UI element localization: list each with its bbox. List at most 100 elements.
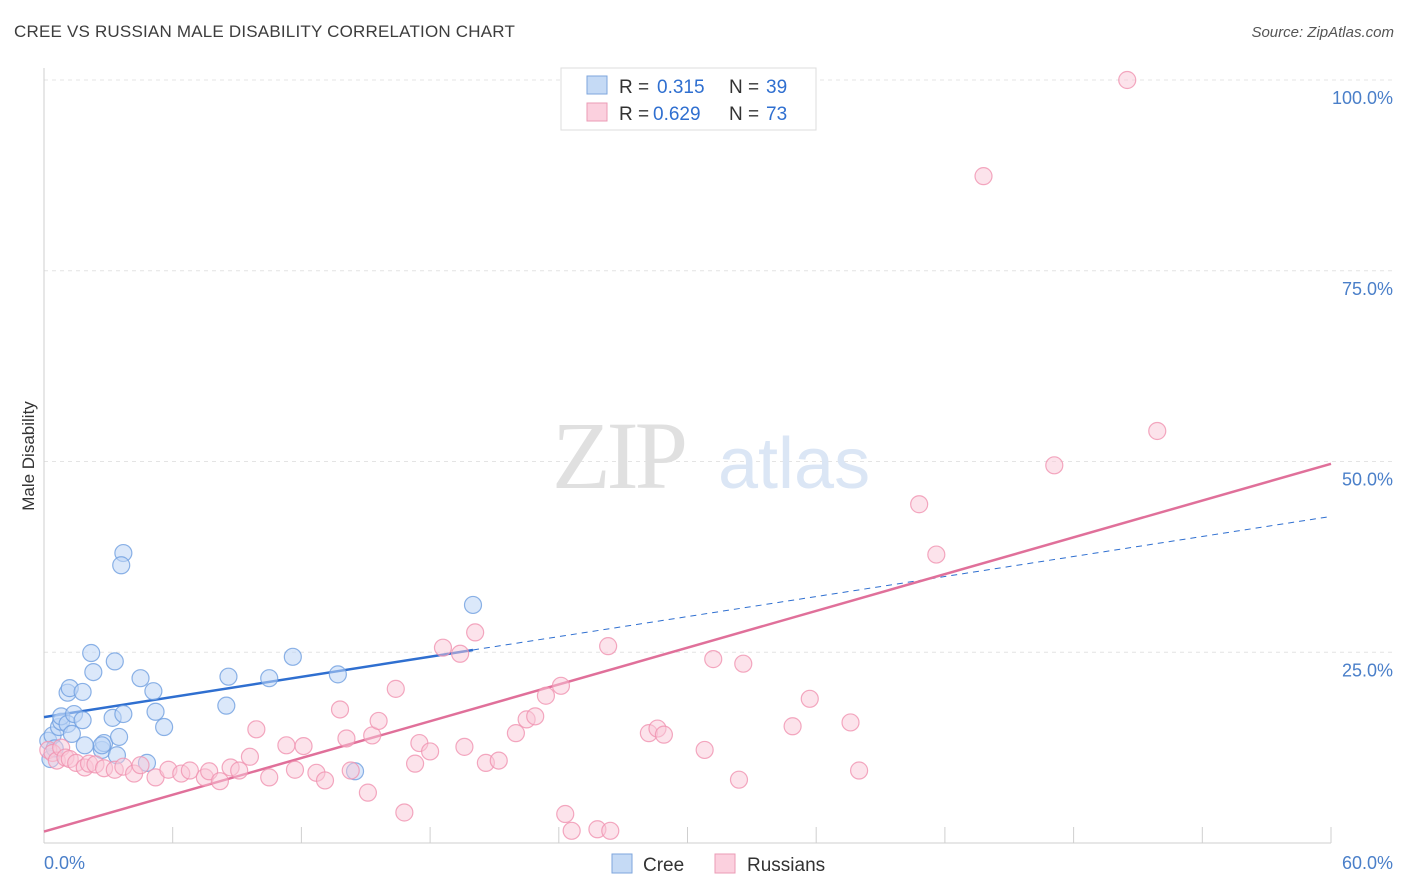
chart-title: CREE VS RUSSIAN MALE DISABILITY CORRELAT… — [14, 22, 516, 41]
point-russians-65 — [734, 654, 753, 673]
point-russians-32 — [330, 700, 350, 719]
legend-n-value-cree: 39 — [766, 77, 787, 98]
y-tick-label-100: 100.0% — [1332, 88, 1393, 108]
y-tick-label-50: 50.0% — [1342, 470, 1393, 490]
legend-swatch-russians — [586, 102, 608, 122]
point-cree-14 — [75, 736, 94, 755]
point-russians-74 — [1118, 70, 1137, 90]
point-russians-29 — [294, 736, 313, 756]
point-cree-36 — [463, 595, 483, 615]
bottom-legend-swatch-russians — [714, 853, 736, 874]
point-cree-10 — [62, 724, 81, 743]
bottom-legend-label-russians: Russians — [747, 855, 825, 876]
point-russians-62 — [695, 740, 714, 760]
point-russians-58 — [599, 637, 618, 656]
point-russians-72 — [1045, 456, 1064, 475]
point-russians-49 — [506, 724, 526, 743]
legend-n-label-cree: N = — [729, 77, 759, 98]
point-cree-15 — [82, 643, 101, 663]
point-russians-45 — [455, 737, 474, 756]
point-cree-22 — [109, 727, 129, 747]
source-note: Source: ZipAtlas.com — [1251, 24, 1394, 41]
point-russians-57 — [601, 821, 620, 840]
y-tick-label-25: 25.0% — [1342, 660, 1393, 680]
legend-r-value-cree: 0.315 — [657, 77, 705, 98]
x-tick-label-min: 0.0% — [44, 853, 85, 873]
point-russians-51 — [526, 707, 545, 726]
trend-line-cree — [43, 648, 474, 719]
data-points — [39, 70, 1167, 840]
point-russians-26 — [260, 768, 279, 787]
point-russians-48 — [489, 751, 508, 770]
point-cree-30 — [217, 696, 236, 715]
point-cree-20 — [105, 652, 124, 671]
y-tick-labels: 25.0% 50.0% 75.0% 100.0% — [1332, 88, 1393, 680]
point-russians-73 — [910, 495, 929, 514]
x-tick-label-max: 60.0% — [1342, 853, 1393, 873]
point-russians-31 — [315, 771, 335, 790]
point-cree-37 — [112, 556, 131, 575]
point-russians-70 — [927, 545, 946, 564]
trend-line-cree-extrapolated — [472, 515, 1332, 651]
trend-lines — [43, 462, 1332, 833]
point-russians-67 — [800, 689, 819, 708]
point-russians-27 — [277, 736, 296, 755]
point-russians-42 — [421, 742, 440, 761]
point-cree-29 — [155, 717, 174, 737]
point-russians-21 — [210, 772, 229, 791]
axes — [43, 68, 1332, 844]
legend-swatch-cree — [586, 75, 608, 95]
point-russians-23 — [230, 761, 249, 780]
point-russians-38 — [386, 679, 405, 698]
point-cree-38 — [92, 736, 112, 755]
legend-r-label-cree: R = — [619, 77, 649, 98]
point-cree-32 — [260, 669, 279, 688]
top-legend: R = 0.315 N = 39 R = 0.629 N = 73 — [560, 67, 817, 131]
point-russians-53 — [551, 676, 571, 695]
trend-line-russians — [43, 462, 1332, 833]
point-russians-35 — [358, 783, 377, 802]
point-russians-33 — [337, 729, 356, 748]
point-cree-25 — [131, 669, 150, 688]
point-cree-24 — [114, 704, 133, 724]
legend-r-value-russians: 0.629 — [653, 104, 701, 125]
point-cree-27 — [144, 682, 163, 701]
point-russians-39 — [395, 803, 414, 822]
point-russians-63 — [704, 650, 723, 669]
y-tick-label-75: 75.0% — [1342, 279, 1393, 299]
point-russians-69 — [849, 761, 869, 780]
point-cree-16 — [84, 662, 103, 682]
bottom-legend-swatch-cree — [611, 853, 633, 874]
bottom-legend: Cree Russians — [611, 853, 825, 876]
point-russians-37 — [369, 711, 388, 731]
legend-n-label-russians: N = — [729, 104, 759, 125]
point-russians-52 — [536, 686, 556, 705]
y-axis-label: Male Disability — [19, 401, 38, 511]
point-russians-34 — [341, 761, 360, 780]
point-russians-14 — [131, 756, 150, 775]
point-russians-71 — [974, 167, 993, 186]
point-russians-28 — [285, 760, 305, 779]
point-russians-75 — [1148, 421, 1167, 441]
point-russians-66 — [783, 717, 802, 736]
point-cree-13 — [73, 711, 92, 730]
point-russians-61 — [654, 725, 674, 744]
point-russians-25 — [247, 720, 266, 739]
legend-r-label-russians: R = — [619, 104, 649, 125]
point-russians-18 — [180, 761, 199, 780]
bottom-legend-label-cree: Cree — [643, 855, 684, 876]
watermark: ZIP atlas — [552, 402, 870, 509]
point-russians-54 — [556, 804, 575, 824]
watermark-zip: ZIP — [552, 402, 685, 509]
point-russians-43 — [433, 638, 453, 657]
watermark-atlas: atlas — [718, 424, 870, 504]
grid-lines — [44, 79, 1393, 653]
point-cree-34 — [328, 665, 347, 684]
point-russians-55 — [562, 821, 581, 840]
point-russians-46 — [466, 623, 485, 642]
point-russians-64 — [729, 770, 749, 789]
point-russians-44 — [451, 644, 470, 663]
point-cree-28 — [146, 702, 165, 721]
point-russians-40 — [405, 754, 425, 773]
